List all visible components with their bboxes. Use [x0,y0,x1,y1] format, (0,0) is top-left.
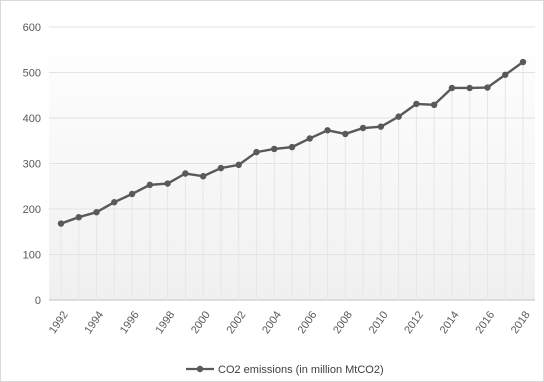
x-tick-label: 2000 [189,309,213,336]
data-point [484,84,491,91]
data-point [306,135,313,142]
x-tick-label: 2018 [509,309,533,336]
data-point [271,145,278,153]
y-tick-label: 500 [23,68,41,80]
data-point [217,164,225,172]
x-tick-label: 1996 [118,309,142,336]
legend-point-marker [196,365,204,373]
x-tick-label: 2006 [296,309,320,336]
data-point [93,208,100,216]
data-point [75,213,82,221]
y-tick-label: 0 [35,295,41,307]
data-point [430,101,438,109]
data-point [235,161,242,169]
data-point [182,170,189,177]
data-point [519,58,527,66]
y-tick-label: 200 [23,204,41,216]
x-tick-label: 2004 [260,309,284,336]
y-tick-label: 600 [23,22,41,34]
data-point [253,148,260,156]
data-point [324,127,331,134]
legend-label: CO2 emissions (in million MtCO2) [218,364,384,376]
data-point [395,113,402,120]
data-point [288,143,296,151]
data-point [128,190,136,198]
data-point [377,123,385,130]
data-point [413,100,420,108]
x-tick-label: 2002 [225,309,249,336]
data-point [111,198,118,206]
x-tick-label: 1998 [153,309,177,336]
data-point [57,220,65,227]
data-point [164,180,171,187]
vertical-drop-lines [60,62,524,300]
data-point [448,84,456,92]
data-point [502,71,509,78]
x-tick-label: 1992 [47,309,71,336]
x-tick-label: 1994 [82,309,106,336]
y-axis-labels: 0 100 200 300 400 500 600 [23,22,41,307]
legend: CO2 emissions (in million MtCO2) [186,364,384,376]
data-point [466,84,473,92]
data-point [199,173,207,180]
x-tick-label: 2010 [367,309,391,336]
data-point [342,130,349,138]
x-axis-labels: 1992 1994 1996 1998 2000 2002 2004 2006 2008 2010… [47,309,533,336]
y-tick-label: 300 [23,159,41,171]
x-tick-label: 2008 [331,309,355,336]
x-tick-label: 2016 [473,309,497,336]
x-tick-label: 2012 [402,309,426,336]
x-tick-label: 2014 [438,309,462,336]
data-point [146,181,154,189]
data-point [359,124,367,132]
y-tick-label: 100 [23,250,41,262]
y-tick-label: 400 [23,113,41,125]
series-layer [57,58,527,227]
